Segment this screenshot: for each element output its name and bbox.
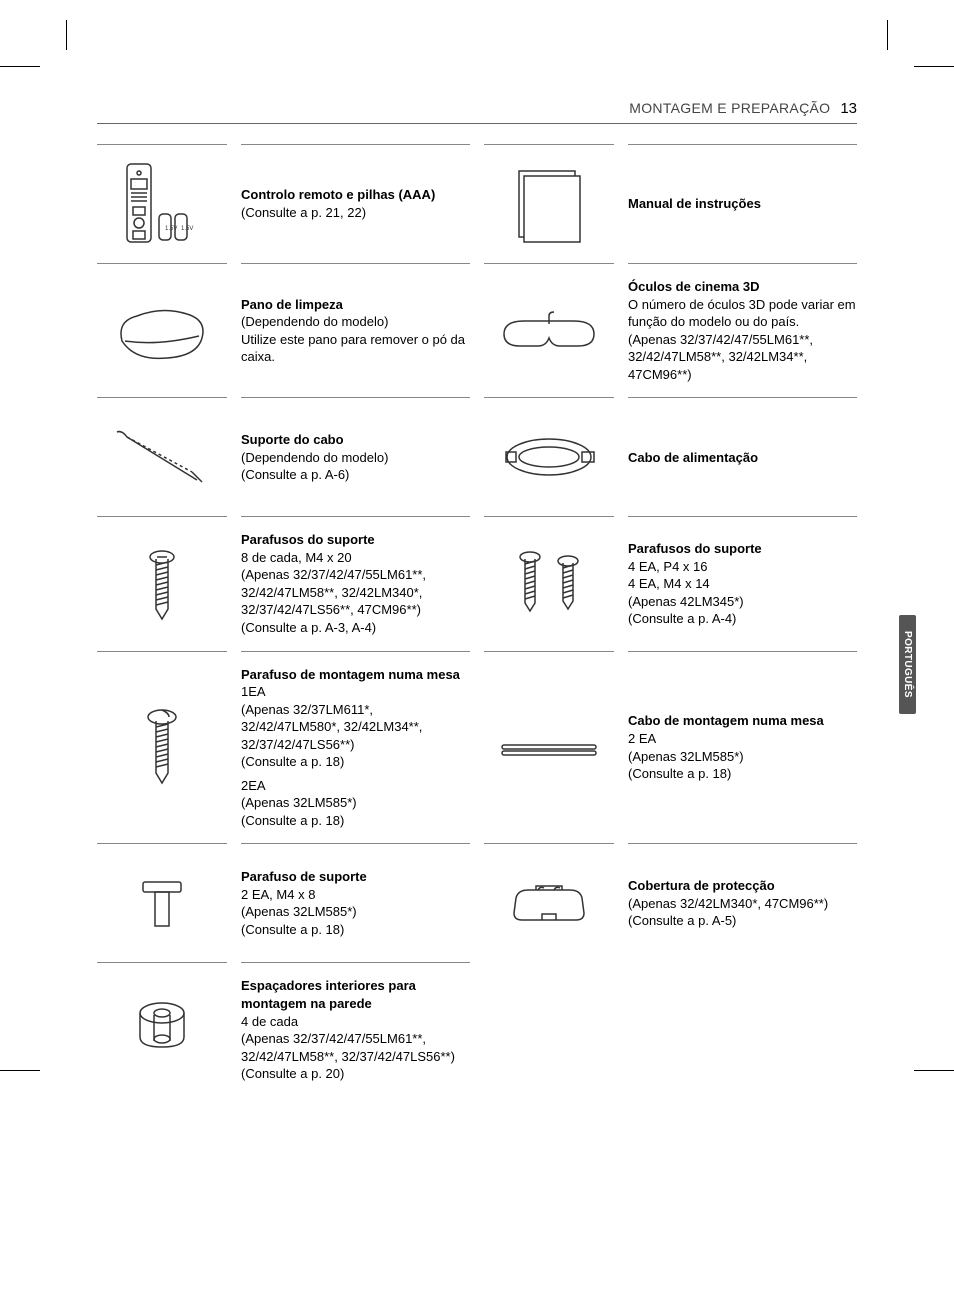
item-line: (Consulte a p. A-6) — [241, 466, 470, 484]
item-title: Suporte do cabo — [241, 431, 470, 449]
language-tab: PORTUGUÊS — [899, 615, 916, 714]
item-line: 8 de cada, M4 x 20 — [241, 549, 470, 567]
item-description: Pano de limpeza(Dependendo do modelo)Uti… — [241, 263, 470, 397]
item-line: (Apenas 32LM585*) — [241, 903, 470, 921]
item-line: Utilize este pano para remover o pó da c… — [241, 331, 470, 366]
item-line: (Consulte a p. 18) — [241, 921, 470, 939]
item-line: (Consulte a p. 20) — [241, 1065, 470, 1083]
item-line: (Apenas 32/42LM340*, 47CM96**) — [628, 895, 857, 913]
item-title: Manual de instruções — [628, 195, 857, 213]
item-line: 1EA — [241, 683, 470, 701]
item-line: (Consulte a p. 18) — [628, 765, 857, 783]
item-description: Parafuso de suporte2 EA, M4 x 8(Apenas 3… — [241, 843, 470, 962]
powercord-icon — [484, 397, 614, 516]
spacer-icon — [97, 962, 227, 1096]
item-description: Cabo de montagem numa mesa2 EA(Apenas 32… — [628, 651, 857, 844]
item-title: Cobertura de protecção — [628, 877, 857, 895]
manual-icon — [484, 144, 614, 263]
page-header: MONTAGEM E PREPARAÇÃO 13 — [97, 100, 857, 124]
item-title: Cabo de alimentação — [628, 449, 857, 467]
item-line: O número de óculos 3D pode variar em fun… — [628, 296, 857, 331]
item-line: (Consulte a p. A-4) — [628, 610, 857, 628]
cloth-icon — [97, 263, 227, 397]
item-description: Parafuso de montagem numa mesa1EA(Apenas… — [241, 651, 470, 844]
item-line: (Apenas 42LM345*) — [628, 593, 857, 611]
item-line: (Consulte a p. 21, 22) — [241, 204, 470, 222]
item-title: Espaçadores interiores para montagem na … — [241, 977, 470, 1012]
tie-icon — [97, 397, 227, 516]
item-description — [628, 962, 857, 1096]
svg-text:1.5V: 1.5V — [165, 226, 177, 232]
screw3-icon — [97, 651, 227, 844]
item-description: Parafusos do suporte8 de cada, M4 x 20(A… — [241, 516, 470, 650]
accessories-grid: 1.5V 1.5V Controlo remoto e pilhas (AAA)… — [97, 144, 857, 1097]
item-title: Parafusos do suporte — [241, 531, 470, 549]
item-line: (Consulte a p. A-5) — [628, 912, 857, 930]
bar-icon — [484, 651, 614, 844]
empty-cell — [484, 962, 614, 1096]
screw1-icon — [97, 516, 227, 650]
item-line: (Apenas 32LM585*) — [241, 794, 470, 812]
item-line: 2EA — [241, 777, 470, 795]
screw2-icon — [484, 516, 614, 650]
item-description: Espaçadores interiores para montagem na … — [241, 962, 470, 1096]
item-line: (Apenas 32/37/42/47/55LM61**, 32/42/47LM… — [241, 1030, 470, 1065]
item-title: Parafusos do suporte — [628, 540, 857, 558]
screw4-icon — [97, 843, 227, 962]
section-title: MONTAGEM E PREPARAÇÃO — [629, 100, 830, 116]
item-description: Óculos de cinema 3DO número de óculos 3D… — [628, 263, 857, 397]
glasses-icon — [484, 263, 614, 397]
item-title: Parafuso de suporte — [241, 868, 470, 886]
item-title: Cabo de montagem numa mesa — [628, 712, 857, 730]
page: MONTAGEM E PREPARAÇÃO 13 1.5V 1.5V Contr… — [97, 100, 857, 1097]
item-line: 4 EA, P4 x 16 — [628, 558, 857, 576]
item-line: (Apenas 32LM585*) — [628, 748, 857, 766]
item-description: Manual de instruções — [628, 144, 857, 263]
item-line: (Dependendo do modelo) — [241, 313, 470, 331]
item-description: Suporte do cabo(Dependendo do modelo)(Co… — [241, 397, 470, 516]
item-description: Parafusos do suporte4 EA, P4 x 164 EA, M… — [628, 516, 857, 650]
item-line: (Dependendo do modelo) — [241, 449, 470, 467]
item-description: Cobertura de protecção(Apenas 32/42LM340… — [628, 843, 857, 962]
item-line: (Apenas 32/37LM611*, 32/42/47LM580*, 32/… — [241, 701, 470, 754]
remote-icon: 1.5V 1.5V — [97, 144, 227, 263]
item-title: Óculos de cinema 3D — [628, 278, 857, 296]
item-description: Controlo remoto e pilhas (AAA)(Consulte … — [241, 144, 470, 263]
item-title: Pano de limpeza — [241, 296, 470, 314]
item-title: Parafuso de montagem numa mesa — [241, 666, 470, 684]
item-line: (Apenas 32/37/42/47/55LM61**, 32/42/47LM… — [628, 331, 857, 384]
item-line: (Consulte a p. 18) — [241, 753, 470, 771]
item-description: Cabo de alimentação — [628, 397, 857, 516]
item-line: 2 EA — [628, 730, 857, 748]
item-line: (Apenas 32/37/42/47/55LM61**, 32/42/47LM… — [241, 566, 470, 619]
item-line: 4 EA, M4 x 14 — [628, 575, 857, 593]
page-number: 13 — [840, 100, 857, 117]
cover-icon — [484, 843, 614, 962]
item-line: 2 EA, M4 x 8 — [241, 886, 470, 904]
svg-text:1.5V: 1.5V — [181, 226, 193, 232]
item-line: (Consulte a p. 18) — [241, 812, 470, 830]
item-line: 4 de cada — [241, 1013, 470, 1031]
item-title: Controlo remoto e pilhas (AAA) — [241, 186, 470, 204]
item-line: (Consulte a p. A-3, A-4) — [241, 619, 470, 637]
